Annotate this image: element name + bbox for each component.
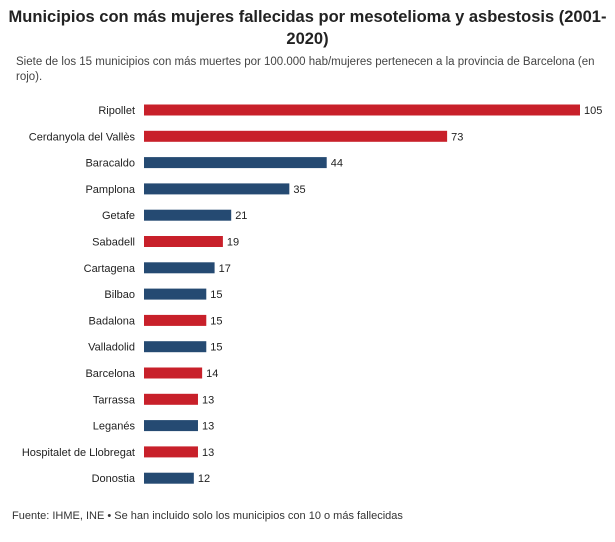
data-label: 35: [293, 184, 305, 196]
category-label: Ripollet: [98, 105, 135, 117]
data-label: 13: [202, 421, 214, 433]
data-label: 13: [202, 447, 214, 459]
category-label: Badalona: [89, 315, 136, 327]
chart-title: Municipios con más mujeres fallecidas po…: [8, 8, 607, 48]
bar: [144, 420, 198, 432]
data-label: 13: [202, 394, 214, 406]
category-label: Cerdanyola del Vallès: [29, 131, 136, 143]
category-label: Sabadell: [92, 237, 135, 249]
bar: [144, 314, 207, 326]
category-label: Donostia: [92, 473, 136, 485]
bar: [144, 393, 198, 405]
bar: [144, 446, 198, 458]
category-label: Hospitalet de Llobregat: [22, 447, 135, 459]
category-label: Bilbao: [104, 289, 135, 301]
category-label: Valladolid: [88, 342, 135, 354]
data-label: 21: [235, 210, 247, 222]
category-label: Barcelona: [85, 368, 135, 380]
bar: [144, 367, 203, 379]
bar: [144, 288, 207, 300]
data-label: 15: [210, 342, 222, 354]
data-label: 17: [219, 263, 231, 275]
bar: [144, 130, 448, 142]
data-label: 12: [198, 473, 210, 485]
bar: [144, 209, 232, 221]
data-label: 105: [584, 105, 602, 117]
data-label: 14: [206, 368, 218, 380]
data-label: 73: [451, 131, 463, 143]
category-label: Getafe: [102, 210, 135, 222]
bar: [144, 341, 207, 353]
bar: [144, 262, 215, 274]
data-label: 19: [227, 237, 239, 249]
data-label: 15: [210, 315, 222, 327]
data-label: 15: [210, 289, 222, 301]
category-label: Leganés: [93, 421, 136, 433]
bar: [144, 183, 290, 195]
category-label: Cartagena: [84, 263, 136, 275]
category-label: Baracaldo: [85, 158, 135, 170]
chart-footer: Fuente: IHME, INE • Se han incluido solo…: [12, 510, 403, 522]
bar: [144, 236, 223, 247]
bar: [144, 104, 580, 116]
data-label: 44: [331, 158, 343, 170]
bar: [144, 157, 327, 169]
chart-subtitle: Siete de los 15 municipios con más muert…: [16, 56, 595, 83]
category-label: Tarrassa: [93, 394, 136, 406]
bar: [144, 472, 194, 484]
category-label: Pamplona: [85, 184, 135, 196]
